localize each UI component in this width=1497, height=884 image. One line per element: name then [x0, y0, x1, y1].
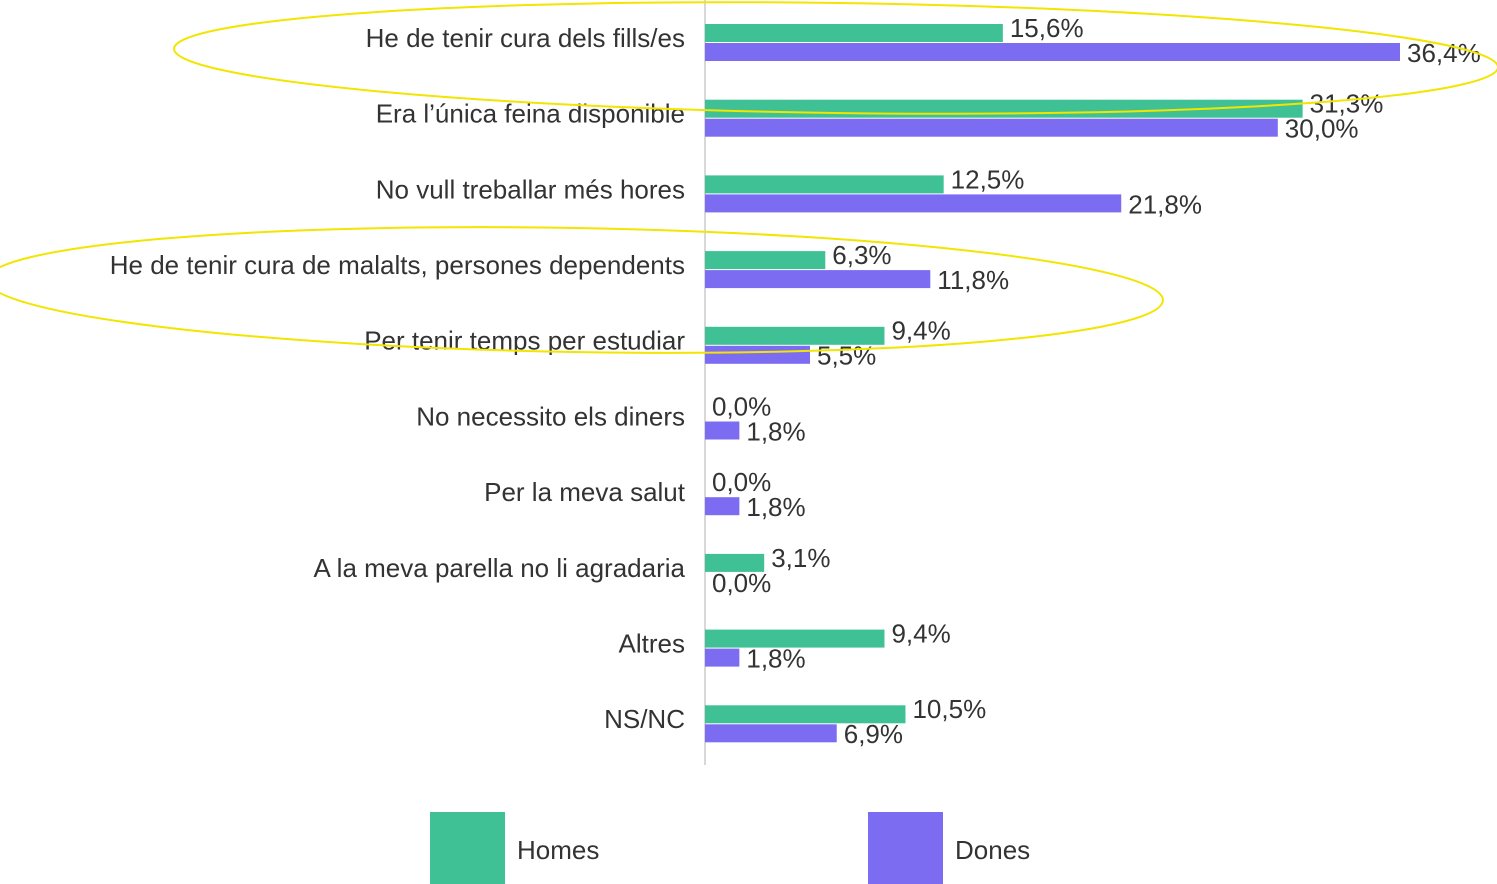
- bar: [705, 724, 837, 743]
- value-label: 15,6%: [1010, 13, 1084, 43]
- legend-swatch: [868, 812, 943, 884]
- bar: [705, 175, 944, 194]
- value-label: 6,3%: [832, 240, 891, 270]
- bar: [705, 24, 1003, 42]
- legend-label: Dones: [955, 835, 1030, 865]
- value-label: 1,8%: [746, 643, 805, 673]
- bar: [705, 648, 740, 667]
- value-label: 31,3%: [1310, 89, 1384, 119]
- value-label: 30,0%: [1285, 114, 1359, 144]
- category-label: No vull treballar més hores: [376, 174, 685, 204]
- value-label: 21,8%: [1128, 189, 1202, 219]
- highlight-ellipse: [0, 226, 1164, 354]
- value-label: 1,8%: [746, 416, 805, 446]
- category-label: Per la meva salut: [484, 477, 686, 507]
- value-label: 9,4%: [891, 316, 950, 346]
- category-label: No necessito els diners: [416, 401, 685, 431]
- bar: [705, 43, 1400, 61]
- bar: [705, 553, 765, 572]
- value-label: 1,8%: [746, 492, 805, 522]
- value-label: 0,0%: [712, 391, 771, 421]
- bar: [705, 345, 811, 364]
- value-label: 0,0%: [712, 467, 771, 497]
- highlight-ellipse: [173, 1, 1497, 115]
- bar: [705, 497, 740, 516]
- bar: [705, 118, 1278, 137]
- value-label: 12,5%: [951, 164, 1025, 194]
- value-label: 36,4%: [1407, 38, 1481, 68]
- bar: [705, 326, 885, 345]
- value-label: 10,5%: [912, 694, 986, 724]
- value-label: 9,4%: [891, 618, 950, 648]
- category-label: He de tenir cura dels fills/es: [366, 23, 685, 53]
- bar: [705, 705, 906, 724]
- bar: [705, 421, 740, 440]
- legend-label: Homes: [517, 835, 599, 865]
- bar: [705, 629, 885, 648]
- value-label: 3,1%: [771, 543, 830, 573]
- category-label: NS/NC: [604, 704, 685, 734]
- value-label: 6,9%: [844, 719, 903, 749]
- value-label: 5,5%: [817, 341, 876, 371]
- plot: He de tenir cura dels fills/es 15,6% 36,4%…: [110, 13, 1481, 884]
- value-label: 11,8%: [937, 265, 1009, 295]
- category-label: He de tenir cura de malalts, persones de…: [110, 250, 685, 280]
- bar: [705, 251, 826, 270]
- category-label: Altres: [619, 628, 685, 658]
- value-label: 0,0%: [712, 568, 771, 598]
- bar: [705, 194, 1122, 213]
- category-label: A la meva parella no li agradaria: [314, 553, 686, 583]
- bar: [705, 270, 931, 289]
- legend-swatch: [430, 812, 505, 884]
